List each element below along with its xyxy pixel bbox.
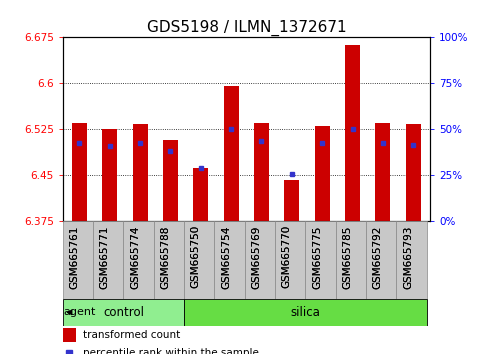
Bar	[254, 123, 269, 221]
Text: silica: silica	[291, 306, 320, 319]
Text: GSM665792: GSM665792	[373, 225, 383, 289]
Bar	[154, 221, 184, 299]
Text: GSM665793: GSM665793	[403, 225, 413, 289]
Text: GSM665785: GSM665785	[342, 225, 353, 289]
Text: agent: agent	[63, 307, 96, 318]
Bar	[132, 124, 148, 221]
Bar	[214, 221, 245, 299]
Text: GSM665770: GSM665770	[282, 225, 292, 289]
Text: GSM665769: GSM665769	[252, 225, 261, 289]
Text: GSM665761: GSM665761	[70, 225, 80, 289]
Bar	[314, 126, 330, 221]
Text: GSM665761: GSM665761	[70, 225, 80, 289]
Bar	[124, 221, 154, 299]
Text: transformed count: transformed count	[83, 330, 180, 340]
Bar	[406, 124, 421, 221]
Text: GSM665792: GSM665792	[373, 225, 383, 289]
Text: percentile rank within the sample: percentile rank within the sample	[83, 348, 259, 354]
Text: GSM665750: GSM665750	[191, 225, 201, 289]
Bar	[366, 221, 397, 299]
Bar	[275, 221, 305, 299]
Bar	[102, 129, 117, 221]
Bar	[184, 299, 427, 326]
Text: GSM665774: GSM665774	[130, 225, 140, 289]
Bar	[375, 123, 390, 221]
Text: GSM665750: GSM665750	[191, 225, 201, 289]
Text: GSM665770: GSM665770	[282, 225, 292, 289]
Bar	[336, 221, 366, 299]
Text: GSM665788: GSM665788	[160, 225, 170, 289]
Bar	[93, 221, 124, 299]
Bar	[184, 221, 214, 299]
Text: GSM665771: GSM665771	[100, 225, 110, 289]
Bar	[345, 45, 360, 221]
Bar	[63, 328, 76, 342]
Text: GSM665754: GSM665754	[221, 225, 231, 289]
Text: GSM665774: GSM665774	[130, 225, 140, 289]
Bar	[193, 168, 208, 221]
Bar	[72, 123, 87, 221]
Text: GSM665771: GSM665771	[100, 225, 110, 289]
Title: GDS5198 / ILMN_1372671: GDS5198 / ILMN_1372671	[146, 19, 346, 36]
Text: GSM665775: GSM665775	[312, 225, 322, 289]
Text: control: control	[103, 306, 144, 319]
Text: GSM665785: GSM665785	[342, 225, 353, 289]
Bar	[305, 221, 336, 299]
Text: GSM665788: GSM665788	[160, 225, 170, 289]
Text: GSM665775: GSM665775	[312, 225, 322, 289]
Text: GSM665754: GSM665754	[221, 225, 231, 289]
Text: GSM665769: GSM665769	[252, 225, 261, 289]
Bar	[63, 299, 184, 326]
Bar	[63, 221, 93, 299]
Text: GSM665793: GSM665793	[403, 225, 413, 289]
Bar	[163, 139, 178, 221]
Bar	[284, 179, 299, 221]
Bar	[245, 221, 275, 299]
Bar	[224, 86, 239, 221]
Bar	[397, 221, 427, 299]
